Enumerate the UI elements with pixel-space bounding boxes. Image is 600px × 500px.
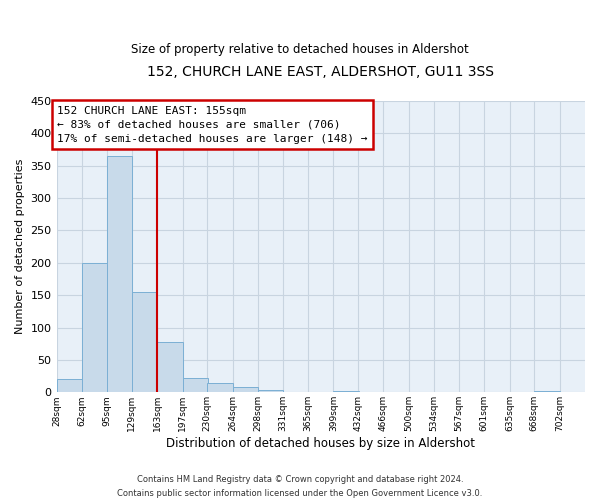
Text: Size of property relative to detached houses in Aldershot: Size of property relative to detached ho… xyxy=(131,42,469,56)
Bar xyxy=(233,387,258,392)
Y-axis label: Number of detached properties: Number of detached properties xyxy=(15,159,25,334)
Bar xyxy=(82,263,107,392)
X-axis label: Distribution of detached houses by size in Aldershot: Distribution of detached houses by size … xyxy=(166,437,475,450)
Bar xyxy=(334,391,359,392)
Bar xyxy=(208,382,233,392)
Bar xyxy=(107,156,132,392)
Bar xyxy=(56,380,82,392)
Bar xyxy=(132,292,157,392)
Text: 152 CHURCH LANE EAST: 155sqm
← 83% of detached houses are smaller (706)
17% of s: 152 CHURCH LANE EAST: 155sqm ← 83% of de… xyxy=(57,106,368,144)
Bar xyxy=(258,390,283,392)
Bar xyxy=(182,378,208,392)
Title: 152, CHURCH LANE EAST, ALDERSHOT, GU11 3SS: 152, CHURCH LANE EAST, ALDERSHOT, GU11 3… xyxy=(147,65,494,79)
Bar xyxy=(534,391,560,392)
Bar xyxy=(157,342,182,392)
Text: Contains HM Land Registry data © Crown copyright and database right 2024.
Contai: Contains HM Land Registry data © Crown c… xyxy=(118,476,482,498)
